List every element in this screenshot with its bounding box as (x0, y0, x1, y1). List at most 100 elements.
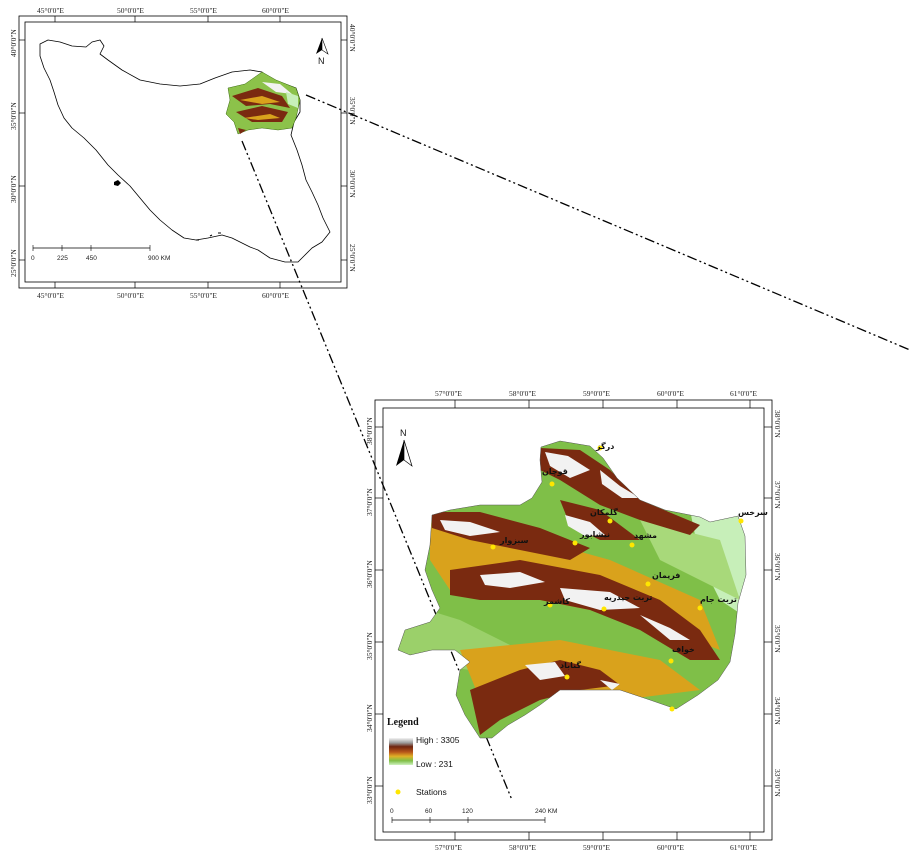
overview-top-lon-0: 45°0'0"E (37, 6, 64, 15)
detail-top-lon-3: 60°0'0"E (657, 389, 684, 398)
legend-high-label: High : 3305 (416, 735, 460, 745)
overview-bottom-lon-3: 60°0'0"E (262, 291, 289, 300)
detail-scale-label-3: 240 KM (535, 808, 557, 815)
station-marker (738, 518, 744, 524)
station-marker (490, 544, 496, 550)
station-label-gonabad: گناباد (560, 660, 581, 670)
detail-scale-label-2: 120 (462, 808, 473, 815)
detail-bottom-lon-4: 61°0'0"E (730, 843, 757, 852)
overview-left-lat-3: 25°0'0"N (9, 249, 18, 277)
detail-bottom-lon-0: 57°0'0"E (435, 843, 462, 852)
detail-top-lon-0: 57°0'0"E (435, 389, 462, 398)
station-label-torbat-jam: تربت جام (700, 595, 737, 604)
detail-top-lon-4: 61°0'0"E (730, 389, 757, 398)
legend-elevation-ramp (389, 738, 413, 765)
station-marker (601, 606, 607, 612)
overview-left-lat-1: 35°0'0"N (9, 102, 18, 130)
detail-scale-bar: 0 60 120 240 KM (390, 808, 557, 823)
legend-title: Legend (387, 717, 419, 728)
detail-left-lat-4: 34°0'0"N (365, 704, 374, 732)
island-marks (196, 232, 221, 241)
overview-bottom-lon-1: 50°0'0"E (117, 291, 144, 300)
overview-scale-label-3: 900 KM (148, 255, 170, 262)
station-marker (668, 658, 674, 664)
overview-scale-label-0: 0 (31, 255, 35, 262)
station-marker (572, 540, 578, 546)
overview-scale-label-2: 450 (86, 255, 97, 262)
station-marker (549, 481, 555, 487)
legend-low-label: Low : 231 (416, 759, 453, 769)
station-marker (564, 674, 570, 680)
station-marker (697, 605, 703, 611)
overview-left-lat-2: 30°0'0"N (9, 175, 18, 203)
overview-top-lon-3: 60°0'0"E (262, 6, 289, 15)
detail-right-lat-3: 35°0'0"N (773, 625, 782, 653)
detail-left-lat-1: 37°0'0"N (365, 488, 374, 516)
detail-bottom-lon-1: 58°0'0"E (509, 843, 536, 852)
overview-frame-inner (24, 21, 342, 283)
station-marker (629, 542, 635, 548)
station-label-khaf: خواف (672, 645, 695, 654)
legend-station-symbol (395, 789, 401, 795)
detail-left-lat-3: 35°0'0"N (365, 632, 374, 660)
station-label-mashhad: مشهد (634, 531, 657, 540)
station-label-golmakan: گلمکان (590, 507, 618, 517)
stations (490, 445, 744, 712)
detail-scale-label-0: 0 (390, 808, 394, 815)
overview-bottom-lon-2: 55°0'0"E (190, 291, 217, 300)
overview-top-lon-1: 50°0'0"E (117, 6, 144, 15)
detail-top-lon-2: 59°0'0"E (583, 389, 610, 398)
overview-bottom-lon-0: 45°0'0"E (37, 291, 64, 300)
legend-stations-label: Stations (416, 787, 447, 797)
station-label-sabzevar: سبزوار (499, 536, 529, 545)
overview-ticks (19, 16, 347, 288)
overview-scale-bar: 0 225 450 900 KM (31, 245, 170, 262)
overview-right-lat-2: 30°0'0"N (348, 170, 357, 198)
detail-bottom-lon-3: 60°0'0"E (657, 843, 684, 852)
overview-scale-label-1: 225 (57, 255, 68, 262)
overview-north-arrow-icon: N (316, 37, 329, 66)
detail-frame-inner (382, 407, 765, 833)
overview-right-lat-3: 25°0'0"N (348, 244, 357, 272)
detail-right-lat-0: 38°0'0"N (773, 410, 782, 438)
detail-north-label: N (400, 428, 407, 438)
station-marker (669, 706, 675, 712)
detail-left-lat-2: 36°0'0"N (365, 560, 374, 588)
detail-left-lat-0: 38°0'0"N (365, 417, 374, 445)
detail-right-lat-4: 34°0'0"N (773, 697, 782, 725)
overview-map: 45°0'0"E 50°0'0"E 55°0'0"E 60°0'0"E 45°0… (9, 6, 357, 300)
overview-study-region (225, 71, 301, 135)
detail-ticks (375, 400, 772, 840)
overview-right-lat-0: 40°0'0"N (348, 24, 357, 52)
lake-marker (114, 180, 121, 186)
station-marker (597, 445, 603, 451)
station-marker (607, 518, 613, 524)
detail-right-lat-1: 37°0'0"N (773, 481, 782, 509)
overview-north-label: N (318, 56, 325, 66)
station-label-quchan: قوچان (542, 467, 568, 476)
station-marker (547, 602, 553, 608)
detail-left-lat-5: 33°0'0"N (365, 776, 374, 804)
detail-right-lat-2: 36°0'0"N (773, 553, 782, 581)
detail-north-arrow-icon: N (396, 428, 413, 467)
station-label-kashmar: کاشمر (543, 597, 570, 606)
station-label-fariman: فریمان (652, 571, 680, 580)
station-label-torbat-heydarieh: تربت حیدریه (604, 593, 652, 602)
detail-right-lat-5: 33°0'0"N (773, 769, 782, 797)
detail-top-lon-1: 58°0'0"E (509, 389, 536, 398)
elevation-region (398, 441, 746, 738)
overview-right-lat-1: 35°0'0"N (348, 97, 357, 125)
detail-bottom-lon-2: 59°0'0"E (583, 843, 610, 852)
station-label-dargaz: درگز (595, 441, 614, 451)
legend: Legend High : 3305 Low : 231 Stations (387, 717, 460, 797)
station-labels: درگز قوچان گلمکان سرخس سبزوار نیشابور مش… (499, 441, 768, 670)
overview-frame-outer (18, 15, 348, 289)
detail-map: 57°0'0"E 58°0'0"E 59°0'0"E 60°0'0"E 61°0… (365, 389, 782, 852)
overview-left-lat-0: 40°0'0"N (9, 29, 18, 57)
station-label-neyshabur: نیشابور (579, 530, 610, 539)
overview-top-lon-2: 55°0'0"E (190, 6, 217, 15)
region-outline (397, 440, 747, 739)
detail-scale-label-1: 60 (425, 808, 433, 815)
detail-frame-outer (374, 399, 773, 841)
country-outline (39, 39, 331, 263)
